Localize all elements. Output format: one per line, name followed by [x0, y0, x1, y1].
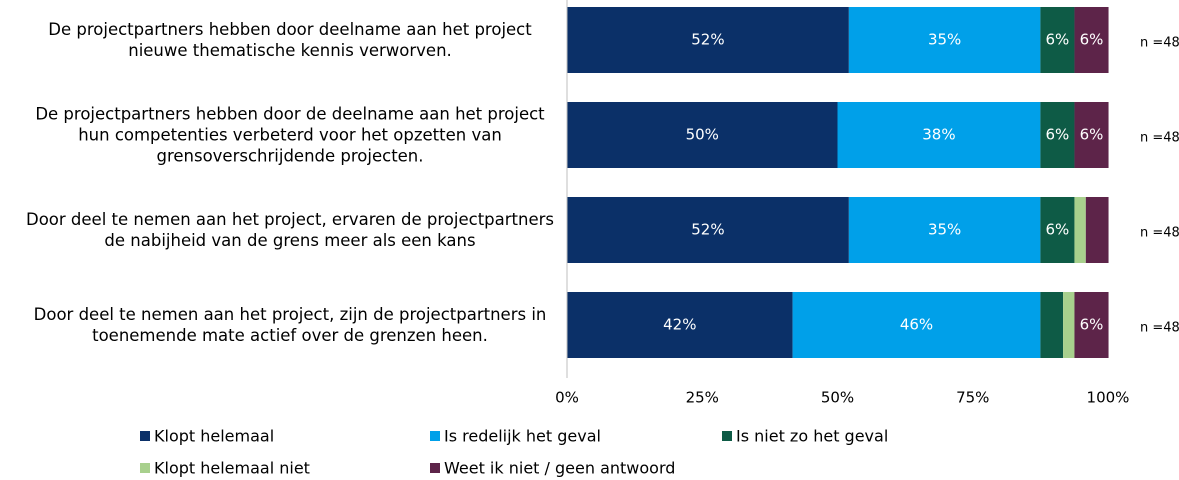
x-tick-label: 25% — [686, 389, 719, 407]
category-label: Door deel te nemen aan het project, erva… — [26, 210, 554, 250]
bar-segment — [567, 7, 849, 73]
legend-label: Klopt helemaal niet — [154, 459, 310, 478]
category-label: Door deel te nemen aan het project, zijn… — [33, 305, 547, 345]
legend-label: Is niet zo het geval — [736, 427, 888, 446]
legend-swatch — [722, 431, 732, 441]
legend-swatch — [430, 463, 440, 473]
x-tick-label: 0% — [555, 389, 579, 407]
annotation: n =48 — [1140, 131, 1179, 146]
x-tick-label: 75% — [956, 389, 989, 407]
data-label: 6% — [1080, 31, 1104, 49]
data-label: 42% — [663, 316, 696, 334]
legend-label: Weet ik niet / geen antwoord — [444, 459, 675, 478]
legend-swatch — [140, 431, 150, 441]
data-label: 6% — [1046, 31, 1070, 49]
x-tick-label: 50% — [821, 389, 854, 407]
legend-swatch — [430, 431, 440, 441]
annotation: n =48 — [1140, 226, 1179, 241]
bar-segment — [1074, 7, 1109, 73]
category-label: De projectpartners hebben door de deelna… — [35, 104, 545, 166]
bar-segment — [848, 7, 1041, 73]
bar-segment — [1040, 7, 1075, 73]
data-label: 35% — [928, 31, 961, 49]
bar-segment — [837, 102, 1041, 168]
legend-label: Klopt helemaal — [154, 427, 274, 446]
bar-segment — [1040, 292, 1064, 358]
data-label: 52% — [691, 221, 724, 239]
data-label: 6% — [1046, 221, 1070, 239]
data-label: 6% — [1080, 126, 1104, 144]
bar-segment — [1085, 197, 1109, 263]
bar-segment — [1063, 292, 1075, 358]
bar-segment — [792, 292, 1041, 358]
data-label: 6% — [1046, 126, 1070, 144]
bar-segment — [848, 197, 1041, 263]
bar-segment — [567, 197, 849, 263]
x-tick-label: 100% — [1087, 389, 1130, 407]
data-label: 6% — [1080, 316, 1104, 334]
legend-label: Is redelijk het geval — [444, 427, 601, 446]
bar-segment — [1074, 102, 1109, 168]
data-label: 50% — [686, 126, 719, 144]
data-label: 46% — [900, 316, 933, 334]
legend-swatch — [140, 463, 150, 473]
category-label: De projectpartners hebben door deelname … — [48, 20, 532, 60]
data-label: 38% — [922, 126, 955, 144]
bar-segment — [1040, 197, 1075, 263]
annotation: n =48 — [1140, 36, 1179, 51]
data-label: 52% — [691, 31, 724, 49]
bar-segment — [567, 102, 838, 168]
data-label: 35% — [928, 221, 961, 239]
bar-segment — [567, 292, 793, 358]
bar-segment — [1074, 197, 1086, 263]
bar-segment — [1074, 292, 1109, 358]
bar-segment — [1040, 102, 1075, 168]
annotation: n =48 — [1140, 321, 1179, 336]
